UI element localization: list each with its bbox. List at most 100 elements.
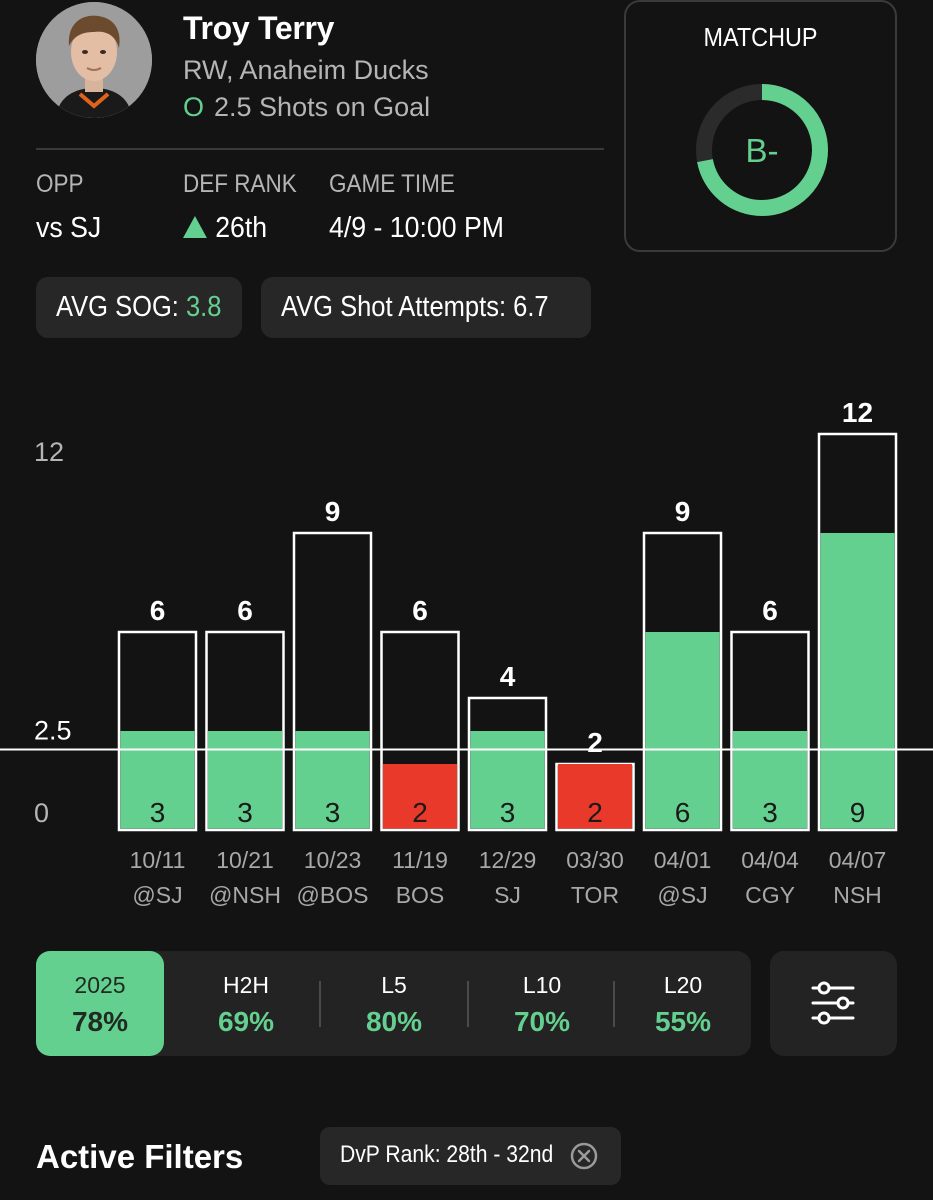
- header-divider: [36, 148, 604, 150]
- sog-bar: [733, 731, 807, 829]
- matchup-donut: B-: [696, 84, 828, 216]
- tab-label: L5: [381, 972, 407, 998]
- sliders-icon: [811, 981, 855, 1025]
- player-name: Troy Terry: [183, 10, 335, 46]
- chart-bars: 6 3 10/11 @SJ 6 3 10/21 @NSH 9 3 10/23 @BOS 6 2 11/19 B…: [117, 397, 898, 908]
- tab-l5[interactable]: L5 80%: [321, 951, 467, 1056]
- def-rank-label: DEF RANK: [183, 170, 297, 198]
- hit-rate-tabs: 2025 78% H2H 69% L5 80% L10 70% L20 55%: [36, 951, 751, 1056]
- attempts-label: 6: [762, 595, 778, 626]
- sog-bar: [383, 764, 457, 829]
- tab-l10[interactable]: L10 70%: [469, 951, 615, 1056]
- tab-label: L10: [522, 972, 562, 998]
- attempts-bar: [380, 630, 460, 832]
- avg-attempts-pill: AVG Shot Attempts: 6.7: [261, 277, 591, 338]
- def-rank-value: 26th: [183, 212, 267, 245]
- attempts-label: 6: [237, 595, 253, 626]
- player-photo: [36, 2, 152, 118]
- tab-divider: [467, 981, 469, 1027]
- game-time-label: GAME TIME: [329, 170, 455, 198]
- attempts-label: 12: [842, 397, 873, 428]
- x-tick-opponent: SJ: [494, 882, 521, 908]
- prop-line: O 2.5 Shots on Goal: [183, 92, 430, 123]
- tab-value: 55%: [654, 1006, 712, 1037]
- filter-settings-button[interactable]: [770, 951, 897, 1056]
- sog-bar: [295, 731, 370, 829]
- attempts-bar: [117, 630, 198, 832]
- x-tick-opponent: @SJ: [657, 882, 707, 908]
- tab-value: 78%: [71, 1006, 129, 1037]
- tab-value: 80%: [365, 1006, 423, 1037]
- attempts-label: 4: [500, 661, 516, 692]
- filter-chip-dvp-rank[interactable]: DvP Rank: 28th - 32nd: [320, 1127, 621, 1185]
- sog-label: 3: [762, 797, 778, 828]
- def-rank-text: 26th: [215, 212, 268, 244]
- tab-value: 69%: [217, 1006, 275, 1037]
- tab-label: H2H: [222, 972, 269, 998]
- rank-up-icon: [183, 216, 207, 238]
- x-tick-date: 10/23: [304, 847, 362, 873]
- x-tick-date: 04/01: [654, 847, 712, 873]
- matchup-grade: B-: [746, 132, 779, 169]
- x-tick-opponent: @SJ: [132, 882, 182, 908]
- avg-sog-value: 3.8: [185, 291, 222, 323]
- x-tick-opponent: @BOS: [297, 882, 369, 908]
- attempts-bar: [205, 630, 285, 832]
- x-tick-date: 10/11: [130, 847, 186, 873]
- x-tick-date: 03/30: [566, 847, 624, 873]
- sog-label: 3: [150, 797, 166, 828]
- y-tick-max: 12: [34, 437, 64, 467]
- avg-sog-pill: AVG SOG: 3.8: [36, 277, 242, 338]
- sog-label: 6: [675, 797, 691, 828]
- game-log-chart: 6 3 10/11 @SJ 6 3 10/21 @NSH 9 3 10/23 @BOS 6 2 11/19 B…: [0, 397, 933, 908]
- sog-bar: [645, 632, 720, 829]
- x-tick-opponent: @NSH: [209, 882, 281, 908]
- active-filters-title: Active Filters: [36, 1138, 244, 1175]
- tab-l20[interactable]: L20 55%: [615, 951, 751, 1056]
- sog-bar: [120, 731, 195, 829]
- attempts-bar: [467, 696, 548, 832]
- sog-bar: [208, 731, 282, 829]
- avg-sog-label: AVG SOG:: [56, 291, 186, 323]
- sog-label: 3: [325, 797, 341, 828]
- game-time-value: 4/9 - 10:00 PM: [329, 212, 505, 244]
- player-position-team: RW, Anaheim Ducks: [183, 55, 429, 85]
- x-tick-date: 12/29: [479, 847, 537, 873]
- sog-label: 9: [850, 797, 866, 828]
- tab-value: 70%: [513, 1006, 571, 1037]
- attempts-label: 9: [675, 496, 691, 527]
- x-tick-date: 04/04: [741, 847, 799, 873]
- tab-label: L20: [663, 972, 703, 998]
- x-tick-opponent: TOR: [571, 882, 619, 908]
- prop-text: 2.5 Shots on Goal: [214, 92, 431, 122]
- sog-label: 3: [500, 797, 516, 828]
- opp-value: vs SJ: [36, 212, 102, 244]
- tab-2025[interactable]: 2025 78%: [36, 951, 164, 1056]
- sog-label: 3: [237, 797, 253, 828]
- x-tick-date: 11/19: [392, 847, 448, 873]
- filter-chip-label: DvP Rank: 28th - 32nd: [340, 1141, 554, 1168]
- avg-attempts-label: AVG Shot Attempts: 6.7: [281, 291, 549, 323]
- tab-label: 2025: [74, 972, 126, 998]
- remove-filter-icon[interactable]: [569, 1141, 599, 1171]
- tab-h2h[interactable]: H2H 69%: [173, 951, 319, 1056]
- opp-label: OPP: [36, 170, 84, 198]
- x-tick-date: 04/07: [829, 847, 887, 873]
- sog-bar: [470, 731, 545, 829]
- donut-fill: [696, 84, 828, 216]
- attempts-label: 2: [587, 727, 603, 758]
- y-tick-line: 2.5: [34, 716, 72, 746]
- attempts-bar: [292, 531, 373, 832]
- matchup-card[interactable]: MATCHUP B-: [624, 0, 897, 252]
- x-tick-date: 10/21: [216, 847, 274, 873]
- attempts-bar: [730, 630, 810, 832]
- over-marker: O: [183, 92, 205, 122]
- attempts-label: 9: [325, 496, 341, 527]
- attempts-label: 6: [412, 595, 428, 626]
- sog-label: 2: [587, 797, 603, 828]
- sog-bar: [820, 533, 895, 829]
- sog-label: 2: [412, 797, 428, 828]
- tab-divider: [319, 981, 321, 1027]
- attempts-bar: [642, 531, 723, 832]
- matchup-title: MATCHUP: [703, 22, 818, 52]
